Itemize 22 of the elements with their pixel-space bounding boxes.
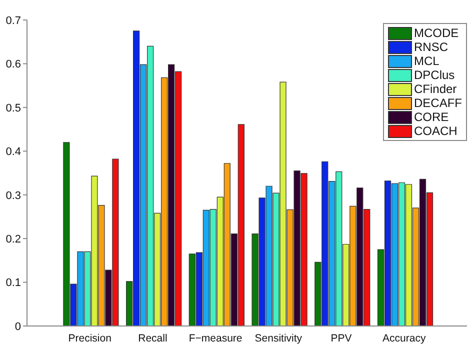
x-tick-label: Precision bbox=[68, 332, 112, 344]
legend-label: DECAFF bbox=[414, 96, 462, 110]
y-tick-label: 0.5 bbox=[6, 102, 21, 114]
y-tick-label: 0.7 bbox=[6, 14, 21, 27]
legend-label: MCL bbox=[414, 54, 440, 68]
y-tick-label: 0.1 bbox=[6, 277, 21, 290]
legend-label: CORE bbox=[414, 110, 449, 124]
y-tick-label: 0.4 bbox=[6, 146, 21, 158]
legend-label: RNSC bbox=[414, 40, 448, 54]
y-tick-label: 0 bbox=[14, 320, 21, 333]
x-tick-label: PPV bbox=[330, 332, 352, 344]
x-tick-label: Accuracy bbox=[382, 332, 426, 344]
legend-label: COACH bbox=[414, 124, 458, 138]
x-tick-label: Sensitivity bbox=[254, 332, 303, 344]
legend-label: MCODE bbox=[414, 26, 459, 40]
y-tick-label: 0.2 bbox=[6, 233, 21, 246]
legend-label: DPClus bbox=[414, 68, 455, 82]
legend-label: CFinder bbox=[414, 82, 457, 96]
y-tick-label: 0.3 bbox=[6, 190, 21, 202]
x-tick-label: Recall bbox=[138, 332, 168, 344]
y-tick-label: 0.6 bbox=[6, 58, 21, 71]
x-tick-label: F−measure bbox=[188, 332, 242, 344]
